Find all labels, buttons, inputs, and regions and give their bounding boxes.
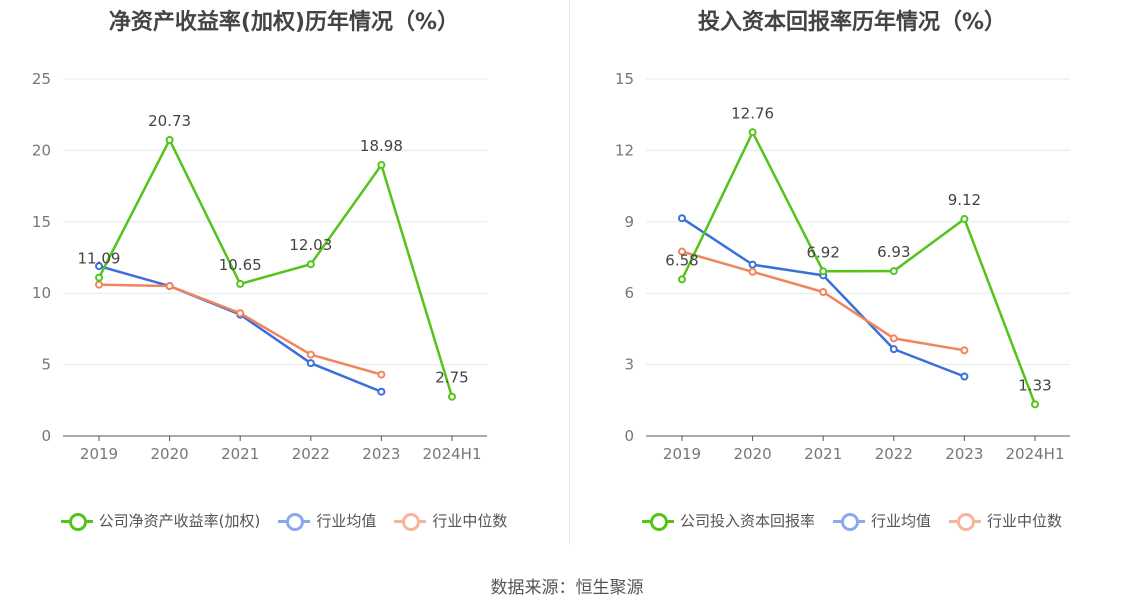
series-line-industry_median xyxy=(98,283,382,376)
series-line-industry_median xyxy=(681,250,965,352)
data-point-company xyxy=(678,275,686,284)
legend-marker-company-icon xyxy=(641,512,674,531)
data-point-company xyxy=(819,267,828,276)
data-point-industry_median xyxy=(889,334,898,343)
data-label: 6.58 xyxy=(665,251,698,269)
data-point-industry_avg xyxy=(306,359,315,368)
data-label: 12.03 xyxy=(289,236,332,254)
legend-marker-avg-icon xyxy=(832,512,865,531)
legend-marker-avg-icon xyxy=(278,512,311,531)
data-point-industry_avg xyxy=(377,387,386,396)
data-point-company xyxy=(748,128,757,137)
data-label: 6.92 xyxy=(806,243,839,261)
data-source-note: 数据来源：恒生聚源 xyxy=(490,578,644,598)
series-line-company xyxy=(97,138,454,398)
x-tick-label: 2020 xyxy=(151,445,189,463)
chart-title: 投入资本回报率历年情况（%） xyxy=(697,10,1007,35)
data-point-industry_avg xyxy=(678,214,686,223)
data-label: 11.09 xyxy=(78,250,121,268)
chart-legend: 公司净资产收益率(加权) 行业均值 行业中位数 xyxy=(0,510,568,531)
data-point-industry_avg xyxy=(889,345,898,354)
y-tick-label: 25 xyxy=(32,70,51,88)
data-point-industry_median xyxy=(306,350,315,359)
data-point-industry_median xyxy=(819,288,828,297)
x-tick-label: 2021 xyxy=(804,445,842,463)
roic-chart-plot: 0 3 6 9 12 15 2019 2020 2021 2022 2023 2024H1 6.58 12… xyxy=(615,70,1070,463)
data-label: 18.98 xyxy=(360,137,403,155)
data-point-company xyxy=(236,279,245,288)
x-tick-label: 2024H1 xyxy=(423,445,482,463)
data-label: 1.33 xyxy=(1018,376,1051,394)
data-point-company xyxy=(377,160,386,169)
data-label: 10.65 xyxy=(219,256,262,274)
data-point-industry_median xyxy=(95,280,103,289)
y-tick-label: 9 xyxy=(624,213,634,231)
x-tick-label: 2019 xyxy=(663,445,701,463)
data-point-company xyxy=(95,273,103,282)
data-label: 9.12 xyxy=(948,191,981,209)
legend-label: 行业均值 xyxy=(316,512,377,530)
x-tick-label: 2024H1 xyxy=(1006,445,1065,463)
data-label: 6.93 xyxy=(877,243,910,261)
legend-item-industry-median[interactable]: 行业中位数 xyxy=(394,510,507,531)
legend-item-company[interactable]: 公司投入资本回报率 xyxy=(641,510,815,531)
legend-item-industry-avg[interactable]: 行业均值 xyxy=(278,510,376,531)
y-tick-label: 15 xyxy=(32,213,51,231)
roe-chart-panel: 净资产收益率(加权)历年情况（%） 0 5 10 15 20 25 2019 2020 2021… xyxy=(0,0,568,560)
data-point-company xyxy=(960,214,969,223)
data-point-industry_avg xyxy=(960,372,969,381)
x-tick-label: 2023 xyxy=(362,445,400,463)
legend-label: 行业中位数 xyxy=(987,512,1063,530)
y-tick-label: 3 xyxy=(624,356,634,374)
x-tick-label: 2021 xyxy=(221,445,259,463)
y-tick-label: 10 xyxy=(32,284,51,302)
chart-legend: 公司投入资本回报率 行业均值 行业中位数 xyxy=(570,510,1134,531)
legend-label: 行业中位数 xyxy=(432,512,508,530)
y-tick-label: 0 xyxy=(624,427,634,445)
y-tick-label: 5 xyxy=(41,356,51,374)
series-line-company xyxy=(680,131,1037,405)
legend-label: 公司净资产收益率(加权) xyxy=(98,512,261,530)
legend-label: 行业均值 xyxy=(870,512,931,530)
legend-item-industry-avg[interactable]: 行业均值 xyxy=(832,510,931,531)
panel-divider xyxy=(569,0,570,545)
x-tick-label: 2020 xyxy=(734,445,772,463)
data-point-company xyxy=(1031,400,1039,409)
legend-item-company[interactable]: 公司净资产收益率(加权) xyxy=(60,510,261,531)
x-tick-label: 2023 xyxy=(945,445,983,463)
data-point-industry_median xyxy=(236,309,245,318)
data-point-industry_median xyxy=(377,370,386,379)
x-tick-label: 2022 xyxy=(292,445,330,463)
data-point-company xyxy=(889,267,898,276)
series-line-industry_avg xyxy=(681,217,965,378)
data-label: 12.76 xyxy=(731,104,774,122)
data-point-industry_median xyxy=(748,267,757,276)
legend-marker-median-icon xyxy=(949,512,981,531)
data-point-company xyxy=(165,135,174,144)
roic-chart-panel: 投入资本回报率历年情况（%） 0 3 6 9 12 15 2019 2020 2021 2022 2… xyxy=(570,0,1134,560)
y-tick-label: 20 xyxy=(32,141,51,159)
legend-marker-company-icon xyxy=(60,512,93,531)
y-tick-label: 12 xyxy=(615,141,634,159)
data-point-company xyxy=(448,392,456,401)
y-tick-label: 0 xyxy=(41,427,51,445)
data-point-industry_median xyxy=(678,247,686,256)
data-point-industry_avg xyxy=(748,260,757,269)
x-tick-label: 2019 xyxy=(80,445,118,463)
legend-item-industry-median[interactable]: 行业中位数 xyxy=(949,510,1062,531)
data-label: 2.75 xyxy=(435,369,468,387)
roe-chart-plot: 0 5 10 15 20 25 2019 2020 2021 2022 2023 2024H1 11.0… xyxy=(32,70,487,463)
data-label: 20.73 xyxy=(148,112,191,130)
y-tick-label: 6 xyxy=(624,284,634,302)
legend-label: 公司投入资本回报率 xyxy=(679,512,815,530)
data-point-company xyxy=(306,260,315,269)
data-point-industry_median xyxy=(960,346,969,355)
data-point-industry_median xyxy=(165,282,174,291)
x-tick-label: 2022 xyxy=(875,445,913,463)
chart-title: 净资产收益率(加权)历年情况（%） xyxy=(108,10,460,35)
legend-marker-median-icon xyxy=(394,512,427,531)
data-point-industry_avg xyxy=(95,262,103,271)
y-tick-label: 15 xyxy=(615,70,634,88)
